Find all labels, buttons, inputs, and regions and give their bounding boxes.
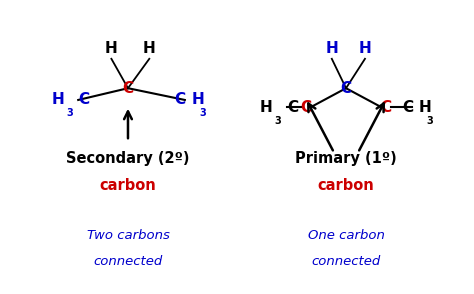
Text: 3: 3 [427, 116, 433, 126]
Text: 3: 3 [66, 108, 73, 118]
Text: H: H [260, 100, 273, 115]
Text: C: C [287, 100, 298, 115]
Text: H: H [143, 41, 155, 56]
Text: C: C [402, 100, 413, 115]
Text: H: H [105, 41, 118, 56]
Text: C: C [381, 100, 392, 115]
Text: Two carbons: Two carbons [87, 229, 169, 242]
Text: connected: connected [93, 255, 163, 268]
Text: 3: 3 [274, 116, 281, 126]
Text: 3: 3 [199, 108, 206, 118]
Text: Secondary (2º): Secondary (2º) [66, 151, 190, 166]
Text: H: H [191, 92, 204, 108]
Text: H: H [51, 92, 64, 108]
Text: H: H [359, 41, 371, 56]
Text: H: H [326, 41, 338, 56]
Text: C: C [175, 92, 186, 108]
Text: carbon: carbon [100, 178, 156, 193]
Text: Primary (1º): Primary (1º) [295, 151, 397, 166]
Text: One carbon: One carbon [308, 229, 384, 242]
Text: carbon: carbon [318, 178, 374, 193]
Text: C: C [340, 81, 352, 96]
Text: C: C [300, 100, 311, 115]
Text: connected: connected [311, 255, 381, 268]
Text: H: H [419, 100, 432, 115]
Text: C: C [122, 81, 134, 96]
Text: C: C [78, 92, 89, 108]
